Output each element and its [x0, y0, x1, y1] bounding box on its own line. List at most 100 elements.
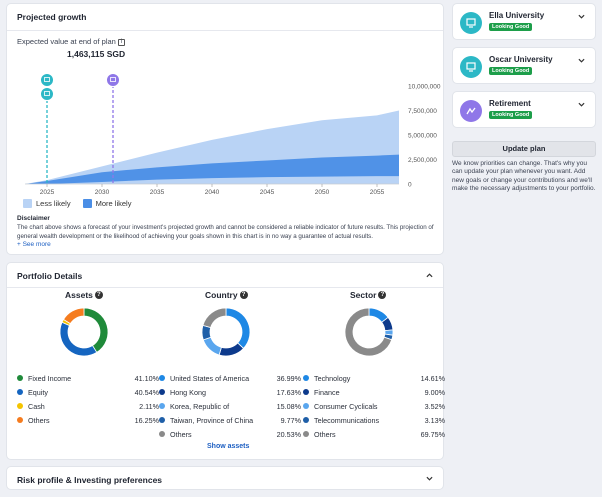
list-item: Equity 40.54% [17, 385, 159, 399]
update-plan-note: We know priorities can change. That's wh… [452, 160, 596, 192]
item-label: Taiwan, Province of China [170, 415, 254, 425]
projected-growth-title: Projected growth [17, 12, 87, 22]
donut-slice-hong-kong [218, 342, 245, 357]
item-percent: 20.53% [276, 429, 301, 439]
portfolio-details-title: Portfolio Details [17, 271, 83, 281]
x-tick-label: 2030 [95, 189, 110, 196]
y-tick-label: 2,500,000 [408, 157, 437, 164]
help-icon[interactable]: ? [239, 291, 248, 299]
help-icon[interactable]: ? [94, 291, 103, 299]
chevron-down-icon[interactable] [578, 13, 585, 20]
info-icon[interactable]: i [117, 38, 125, 46]
donut-slice-others [202, 307, 227, 329]
growth-chart: 10,000,000 7,500,000 5,000,000 2,500,000 0 20… [25, 73, 441, 196]
see-more-link[interactable]: + See more [17, 241, 51, 248]
item-percent: 15.08% [276, 401, 301, 411]
item-label: Korea, Republic of [170, 401, 230, 411]
chevron-down-icon[interactable] [578, 101, 585, 108]
area-more-likely [25, 154, 399, 184]
item-label: Telecommunications [314, 415, 380, 425]
donut-slice-fixed-income [83, 307, 109, 353]
donut-slice-korea-republic-of [202, 336, 222, 356]
status-badge: Looking Good [489, 67, 533, 75]
legend-dot [159, 403, 165, 409]
item-percent: 14.61% [420, 373, 445, 383]
item-label: Others [314, 429, 336, 439]
y-tick-label: 10,000,000 [408, 84, 441, 91]
divider [7, 30, 443, 31]
list-item: Consumer Cyclicals 3.52% [303, 399, 445, 413]
list-item: Cash 2.11% [17, 399, 159, 413]
item-percent: 69.75% [420, 429, 445, 439]
assets-donut [59, 307, 109, 357]
status-badge: Looking Good [489, 23, 533, 31]
list-item: Others 69.75% [303, 427, 445, 441]
list-item: Taiwan, Province of China 9.77% [159, 413, 301, 427]
chevron-down-icon[interactable] [426, 475, 433, 482]
university-marker-icon [40, 73, 54, 87]
item-percent: 9.00% [424, 387, 445, 397]
country-list: United States of America 36.99% Hong Kong 1… [159, 371, 301, 441]
disclaimer-title: Disclaimer [17, 215, 50, 222]
item-label: Others [170, 429, 192, 439]
sector-donut [344, 307, 394, 357]
item-label: Hong Kong [170, 387, 206, 397]
goal-card-ella-university[interactable]: Ella University Looking Good [452, 3, 596, 40]
country-heading: Country? [205, 290, 248, 300]
y-tick-label: 5,000,000 [408, 133, 437, 140]
item-percent: 36.99% [276, 373, 301, 383]
item-label: Technology [314, 373, 351, 383]
list-item: Others 20.53% [159, 427, 301, 441]
legend-dot [303, 403, 309, 409]
item-percent: 2.11% [139, 401, 159, 411]
legend-dot [303, 389, 309, 395]
chevron-down-icon[interactable] [578, 57, 585, 64]
item-percent: 17.63% [276, 387, 301, 397]
legend-more-likely: More likely [82, 199, 131, 208]
marker-glyph [44, 77, 50, 82]
list-item: Telecommunications 3.13% [303, 413, 445, 427]
goal-name: Ella University [489, 11, 545, 20]
donut-slice-others [344, 307, 393, 357]
sector-heading: Sector? [350, 290, 387, 300]
item-label: Cash [28, 401, 45, 411]
update-plan-button[interactable]: Update plan [452, 141, 596, 157]
list-item: United States of America 36.99% [159, 371, 301, 385]
item-percent: 9.77% [280, 415, 301, 425]
item-label: Others [28, 415, 50, 425]
university-marker-icon [40, 87, 54, 101]
item-percent: 3.13% [424, 415, 445, 425]
show-assets-link[interactable]: Show assets [207, 443, 250, 450]
list-item: Korea, Republic of 15.08% [159, 399, 301, 413]
country-donut [201, 307, 251, 357]
risk-profile-title: Risk profile & Investing preferences [17, 475, 163, 485]
item-percent: 3.52% [424, 401, 445, 411]
goal-card-retirement[interactable]: Retirement Looking Good [452, 91, 596, 128]
list-item: Finance 9.00% [303, 385, 445, 399]
x-tick-label: 2045 [260, 189, 275, 196]
legend-dot [303, 431, 309, 437]
goal-card-oscar-university[interactable]: Oscar University Looking Good [452, 47, 596, 84]
donut-slice-others [62, 307, 85, 325]
item-label: Fixed Income [28, 373, 72, 383]
legend-dot [17, 375, 23, 381]
item-label: Finance [314, 387, 340, 397]
goal-name: Retirement [489, 99, 531, 108]
goal-name: Oscar University [489, 55, 553, 64]
item-label: Equity [28, 387, 48, 397]
x-tick-label: 2050 [315, 189, 330, 196]
donut-slice-equity [59, 321, 98, 357]
chevron-up-icon[interactable] [426, 272, 433, 279]
legend-less-likely: Less likely [23, 199, 71, 208]
x-tick-label: 2055 [370, 189, 385, 196]
risk-profile-card[interactable]: Risk profile & Investing preferences [6, 466, 444, 490]
item-percent: 40.54% [134, 387, 159, 397]
legend-swatch-more-likely [82, 199, 92, 208]
assets-heading: Assets? [65, 290, 103, 300]
sector-heading-text: Sector [350, 290, 377, 300]
list-item: Fixed Income 41.10% [17, 371, 159, 385]
x-tick-label: 2040 [205, 189, 220, 196]
help-icon[interactable]: ? [378, 291, 387, 299]
legend-dot [159, 375, 165, 381]
sector-list: Technology 14.61% Finance 9.00% Consumer Cyc… [303, 371, 445, 441]
